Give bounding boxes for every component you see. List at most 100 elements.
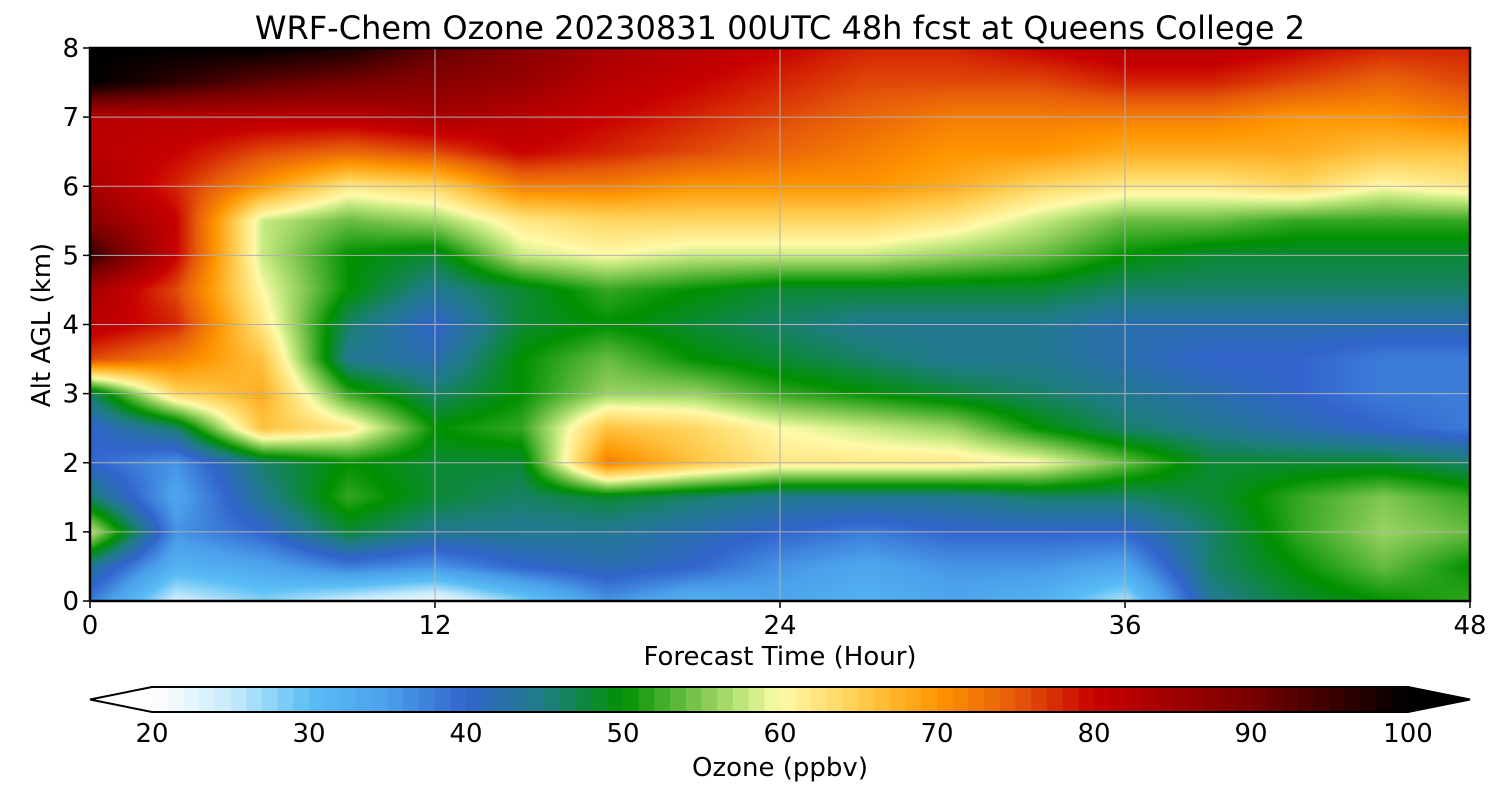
colorbar-segment [1329,687,1346,712]
y-tick-label: 6 [62,172,79,202]
colorbar-segment [1125,687,1142,712]
colorbar-segment [968,687,985,712]
colorbar-segment [324,687,341,712]
colorbar [89,686,1471,713]
colorbar-tick-label: 100 [1383,719,1433,749]
colorbar-tick-label: 20 [135,719,168,749]
colorbar-segment [1156,687,1174,712]
colorbar-segment [1188,687,1205,712]
colorbar-segment [167,687,184,712]
colorbar-tick-label: 70 [920,719,953,749]
colorbar-segment [450,687,467,712]
colorbar-segment [937,687,954,712]
colorbar-segment [246,687,263,712]
colorbar-tick-label: 60 [763,719,796,749]
y-tick-label: 1 [62,518,79,548]
colorbar-segment [1062,687,1079,712]
colorbar-outline [89,686,1471,713]
colorbar-segment [293,687,310,712]
colorbar-segment [575,687,593,712]
colorbar-tick-label: 90 [1234,719,1267,749]
colorbar-segment [732,687,750,712]
colorbar-segment [811,687,828,712]
x-tick-label: 36 [1108,611,1141,641]
colorbar-segment [340,687,357,712]
colorbar-segment [261,687,279,712]
colorbar-ticks: 20 30 40 50 60 70 80 90 100 [135,719,1432,749]
colorbar-segment [1094,687,1111,712]
colorbar-segment [1376,687,1393,712]
colorbar-segment [356,687,373,712]
y-tick-label: 8 [62,34,79,64]
colorbar-segment [1172,687,1189,712]
colorbar-segment [230,687,247,712]
colorbar-segment [764,687,781,712]
colorbar-segment [1251,687,1268,712]
colorbar-segment [638,687,655,712]
colorbar-segment [1235,687,1252,712]
colorbar-segment [607,687,624,712]
colorbar-segment [889,687,907,712]
colorbar-segment [827,687,844,712]
colorbar-segment [1345,687,1362,712]
colorbar-segment [1015,687,1032,712]
colorbar-segment [1298,687,1315,712]
colorbar-segment [1360,687,1378,712]
colorbar-segment [309,687,326,712]
colorbar-segment [701,687,718,712]
colorbar-segment [952,687,969,712]
colorbar-segment [780,687,797,712]
colorbar-segment [387,687,404,712]
colorbar-segment [214,687,232,712]
colorbar-segment [434,687,451,712]
colorbar-segment [717,687,734,712]
x-tick-label: 12 [418,611,451,641]
colorbar-segment [466,687,483,712]
grid-lines [90,48,1470,601]
y-tick-label: 0 [62,587,79,617]
colorbar-segment [842,687,860,712]
colorbar-segment [654,687,671,712]
colorbar-tick-label: 80 [1077,719,1110,749]
colorbar-segment [795,687,812,712]
colorbar-segment [623,687,640,712]
colorbar-segment [1046,687,1064,712]
x-tick-label: 0 [82,611,99,641]
colorbar-segment [858,687,875,712]
colorbar-tick-label: 40 [449,719,482,749]
colorbar-segment [1219,687,1236,712]
colorbar-segment [1266,687,1283,712]
colorbar-segment [560,687,577,712]
y-axis-label: Alt AGL (km) [27,243,57,407]
colorbar-segment [591,687,608,712]
colorbar-segment [1313,687,1331,712]
colorbar-segment [371,687,389,712]
colorbar-segment [183,687,200,712]
y-tick-label: 2 [62,449,79,479]
colorbar-label: Ozone (ppbv) [692,753,868,783]
y-tick-label: 4 [62,311,79,341]
colorbar-segment [481,687,498,712]
colorbar-segment [1078,687,1095,712]
colorbar-segment [999,687,1017,712]
colorbar-segment [513,687,530,712]
chart-title: WRF-Chem Ozone 20230831 00UTC 48h fcst a… [255,9,1305,47]
colorbar-segment [199,687,216,712]
x-axis-ticks: 0 12 24 36 48 [82,601,1487,641]
colorbar-segment [277,687,294,712]
colorbar-segment [874,687,891,712]
colorbar-segment [670,687,687,712]
colorbar-segment [1141,687,1158,712]
colorbar-segment [1392,687,1409,712]
y-tick-label: 7 [62,103,79,133]
colorbar-segment [905,687,922,712]
y-tick-label: 5 [62,241,79,271]
colorbar-tick-label: 50 [606,719,639,749]
colorbar-segment [403,687,420,712]
colorbar-segment [748,687,765,712]
colorbar-segment [1109,687,1126,712]
colorbar-high-extension [1408,687,1470,712]
colorbar-segment [1031,687,1048,712]
x-axis-label: Forecast Time (Hour) [643,642,916,672]
colorbar-segment [418,687,436,712]
